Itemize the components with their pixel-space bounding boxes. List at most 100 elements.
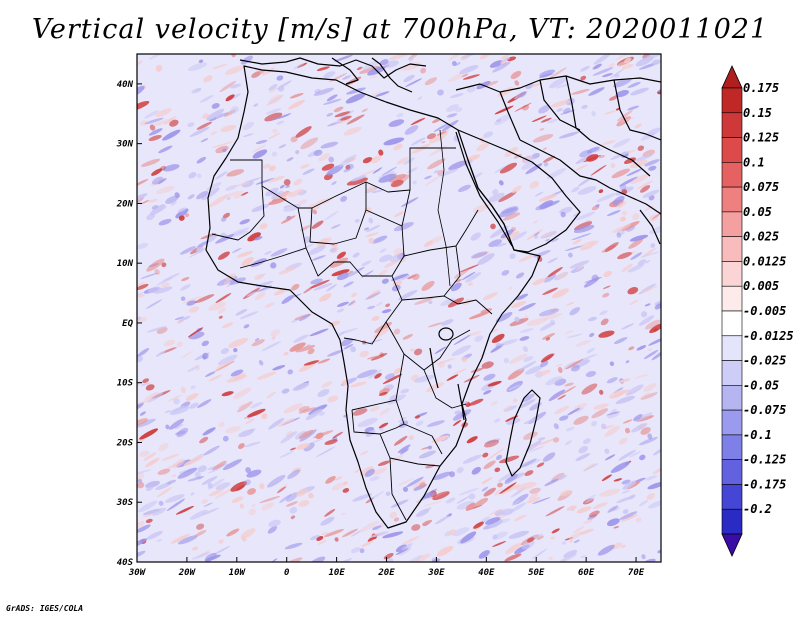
field-streak xyxy=(481,477,493,485)
field-streak xyxy=(352,252,360,258)
field-streak xyxy=(575,453,591,462)
field-streak xyxy=(370,155,382,164)
field-streak xyxy=(201,187,220,201)
field-streak xyxy=(281,388,290,394)
field-streak xyxy=(640,247,657,259)
field-streak xyxy=(471,466,482,475)
field-streak xyxy=(219,80,237,93)
field-streak xyxy=(190,492,195,496)
field-streak xyxy=(251,204,270,213)
field-streak xyxy=(137,179,149,188)
field-streak xyxy=(286,157,294,162)
colorbar-label: -0.005 xyxy=(743,304,786,318)
field-streak xyxy=(203,75,213,83)
field-streak xyxy=(564,330,574,334)
field-streak xyxy=(394,211,404,218)
field-streak xyxy=(137,524,151,533)
field-streak xyxy=(397,478,414,486)
colorbar: 0.175 0.15 0.125 0.1 0.075 0.05 0.025 0.0125 0.0… xyxy=(721,65,794,557)
field-streak xyxy=(196,156,207,164)
field-streak xyxy=(414,374,435,383)
field-streak xyxy=(158,500,164,506)
field-streak xyxy=(581,104,588,109)
field-streak xyxy=(587,514,597,520)
field-streak xyxy=(583,463,595,472)
field-streak xyxy=(514,80,520,86)
field-streak xyxy=(170,533,190,544)
field-streak xyxy=(311,220,324,229)
field-streak xyxy=(277,113,292,119)
field-streak xyxy=(424,77,437,86)
field-streak xyxy=(271,151,278,157)
field-streak xyxy=(449,471,455,478)
field-streak xyxy=(393,143,403,151)
field-streak xyxy=(525,163,543,175)
field-streak xyxy=(542,287,559,296)
field-streak xyxy=(151,205,167,214)
field-streak xyxy=(473,521,484,529)
field-streak xyxy=(152,507,167,516)
field-streak xyxy=(295,150,300,155)
field-streak xyxy=(528,445,545,453)
field-streak xyxy=(646,127,661,137)
field-streak xyxy=(627,81,641,88)
field-streak xyxy=(460,531,477,544)
field-streak xyxy=(621,263,633,273)
field-streak xyxy=(369,476,380,481)
field-streak xyxy=(140,272,158,279)
field-streak xyxy=(378,269,388,276)
field-streak xyxy=(411,137,426,146)
field-streak xyxy=(494,114,512,126)
field-streak xyxy=(250,401,263,409)
field-streak xyxy=(593,403,609,410)
field-streak xyxy=(586,154,599,162)
field-streak xyxy=(613,478,623,482)
field-streak xyxy=(289,92,304,99)
field-streak xyxy=(552,437,560,443)
field-streak xyxy=(320,141,339,149)
field-streak xyxy=(624,427,631,434)
field-streak xyxy=(563,549,578,558)
field-streak xyxy=(167,394,182,402)
field-streak xyxy=(538,73,553,78)
asia-borders xyxy=(455,75,661,177)
field-streak xyxy=(343,168,351,173)
field-streak xyxy=(326,94,338,102)
field-streak xyxy=(334,537,339,542)
field-streak xyxy=(507,231,520,239)
field-streak xyxy=(142,378,149,384)
field-streak xyxy=(445,497,456,504)
field-streak xyxy=(465,272,482,283)
field-streak xyxy=(446,113,458,118)
field-streak xyxy=(252,149,268,159)
field-streak xyxy=(571,186,580,193)
field-streak xyxy=(556,363,563,367)
field-streak xyxy=(340,195,348,202)
field-streak xyxy=(515,293,529,301)
field-streak xyxy=(372,167,383,174)
field-streak xyxy=(215,145,229,154)
field-streak xyxy=(359,350,369,358)
field-streak xyxy=(419,482,426,488)
field-streak xyxy=(343,126,362,136)
field-streak xyxy=(354,218,360,223)
field-streak xyxy=(459,65,479,74)
field-streak xyxy=(481,361,494,369)
field-streak xyxy=(518,253,538,262)
field-streak xyxy=(175,208,189,219)
field-streak xyxy=(585,494,597,501)
field-streak xyxy=(396,156,409,165)
field-streak xyxy=(591,420,598,427)
field-streak xyxy=(264,302,275,308)
field-streak xyxy=(402,486,409,492)
field-streak xyxy=(564,382,574,387)
field-streak xyxy=(268,197,287,205)
field-streak xyxy=(558,415,569,421)
field-streak xyxy=(231,247,242,253)
field-streak xyxy=(593,148,603,153)
field-streak xyxy=(499,162,518,174)
field-streak xyxy=(184,213,190,218)
field-streak xyxy=(201,507,219,516)
field-streak xyxy=(226,528,240,537)
field-streak xyxy=(615,90,630,98)
